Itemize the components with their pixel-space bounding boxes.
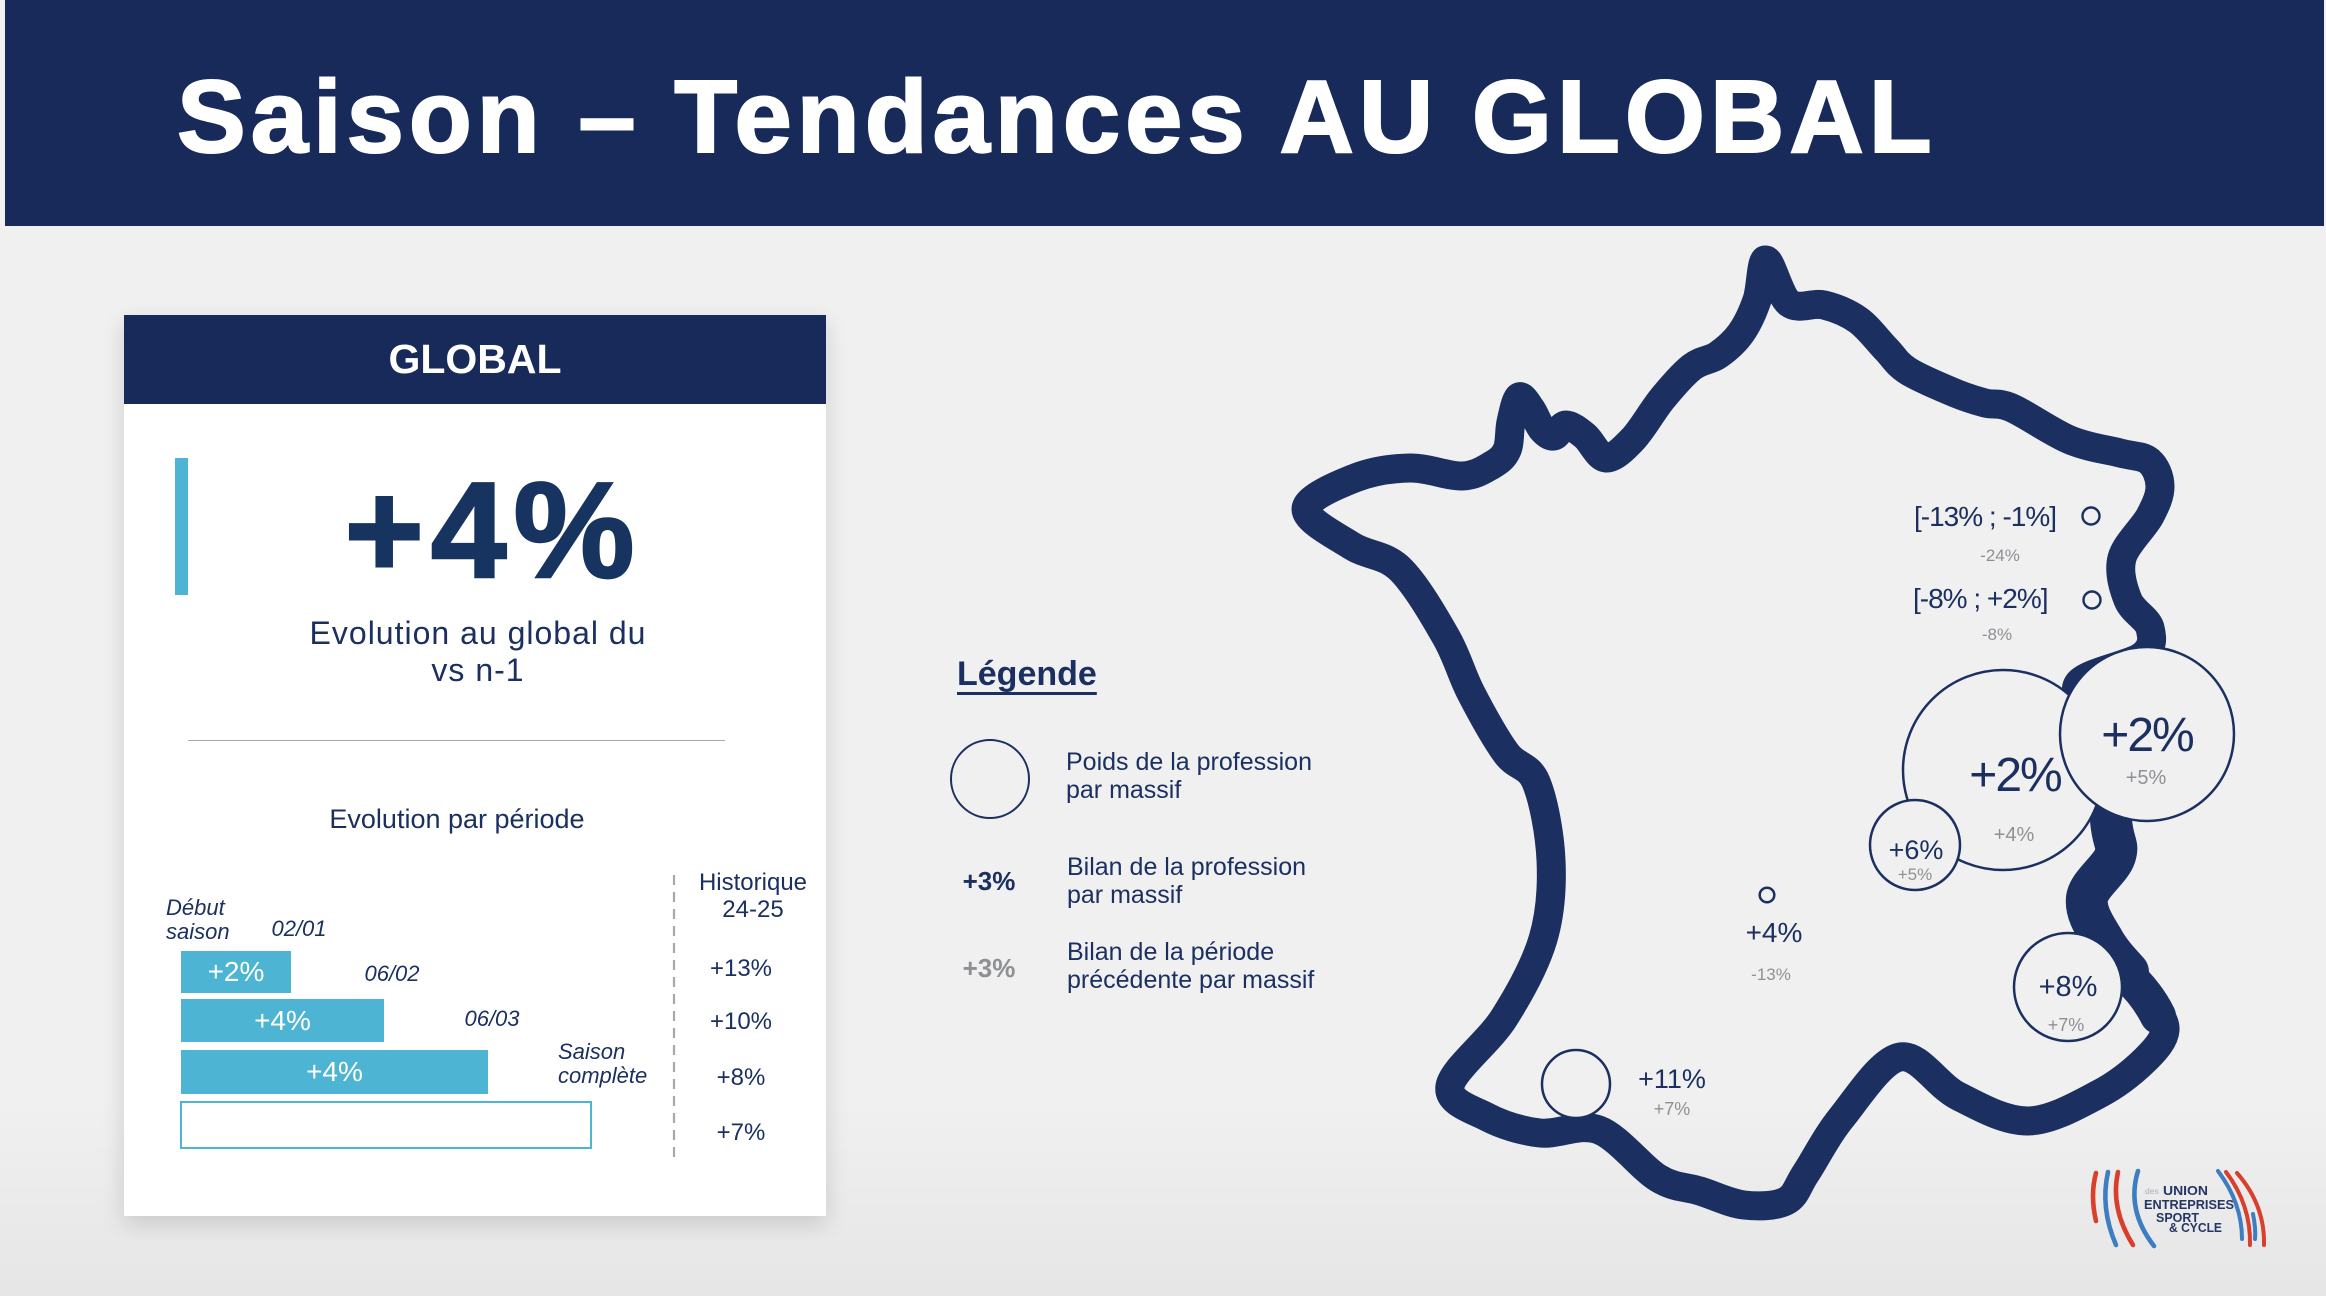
svg-text:ENTREPRISES: ENTREPRISES [2144,1198,2234,1212]
svg-text:UNION: UNION [2163,1184,2208,1198]
svg-text:& CYCLE: & CYCLE [2169,1221,2222,1235]
svg-text:des: des [2145,1186,2159,1196]
svg-text:SPORT: SPORT [2156,1211,2199,1225]
